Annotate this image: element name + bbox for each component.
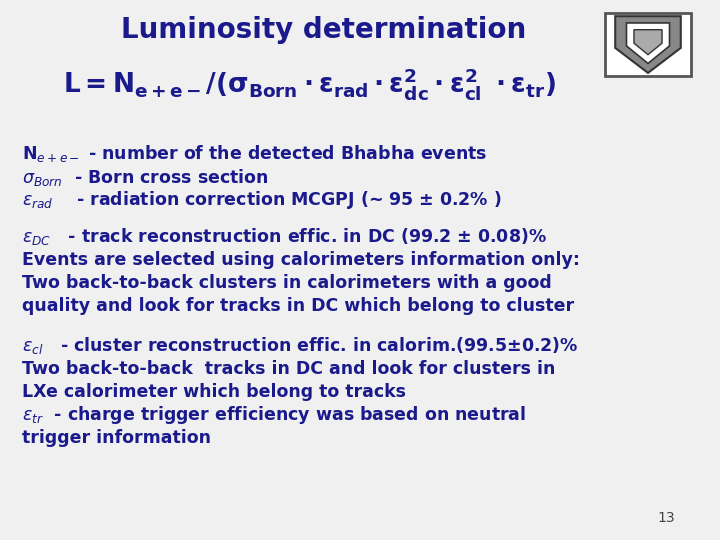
Polygon shape xyxy=(615,16,681,73)
Text: Luminosity determination: Luminosity determination xyxy=(122,16,527,44)
Text: 13: 13 xyxy=(657,511,675,525)
Text: $\varepsilon_{cl}$   - cluster reconstruction effic. in calorim.(99.5±0.2)%: $\varepsilon_{cl}$ - cluster reconstruct… xyxy=(22,335,578,356)
Text: N$_{e+e-}$ - number of the detected Bhabha events: N$_{e+e-}$ - number of the detected Bhab… xyxy=(22,144,487,164)
Text: $\varepsilon_{rad}$    - radiation correction MCGPJ (~ 95 ± 0.2% ): $\varepsilon_{rad}$ - radiation correcti… xyxy=(22,190,502,211)
Text: $\varepsilon_{tr}$  - charge trigger efficiency was based on neutral: $\varepsilon_{tr}$ - charge trigger effi… xyxy=(22,404,526,426)
Text: LXe calorimeter which belong to tracks: LXe calorimeter which belong to tracks xyxy=(22,383,406,401)
Text: Two back-to-back  tracks in DC and look for clusters in: Two back-to-back tracks in DC and look f… xyxy=(22,360,556,378)
Text: quality and look for tracks in DC which belong to cluster: quality and look for tracks in DC which … xyxy=(22,297,575,315)
Text: trigger information: trigger information xyxy=(22,429,211,448)
Text: $\mathbf{L = N_{e+e-}/(\sigma_{Born}\cdot\varepsilon_{rad}\cdot\varepsilon^{2}_{: $\mathbf{L = N_{e+e-}/(\sigma_{Born}\cdo… xyxy=(63,66,557,102)
Text: Events are selected using calorimeters information only:: Events are selected using calorimeters i… xyxy=(22,251,580,269)
Text: $\sigma_{Born}$  - Born cross section: $\sigma_{Born}$ - Born cross section xyxy=(22,167,269,187)
Polygon shape xyxy=(634,30,662,55)
Polygon shape xyxy=(626,23,670,63)
Text: $\varepsilon_{DC}$   - track reconstruction effic. in DC (99.2 ± 0.08)%: $\varepsilon_{DC}$ - track reconstructio… xyxy=(22,226,547,247)
Text: Two back-to-back clusters in calorimeters with a good: Two back-to-back clusters in calorimeter… xyxy=(22,274,552,292)
